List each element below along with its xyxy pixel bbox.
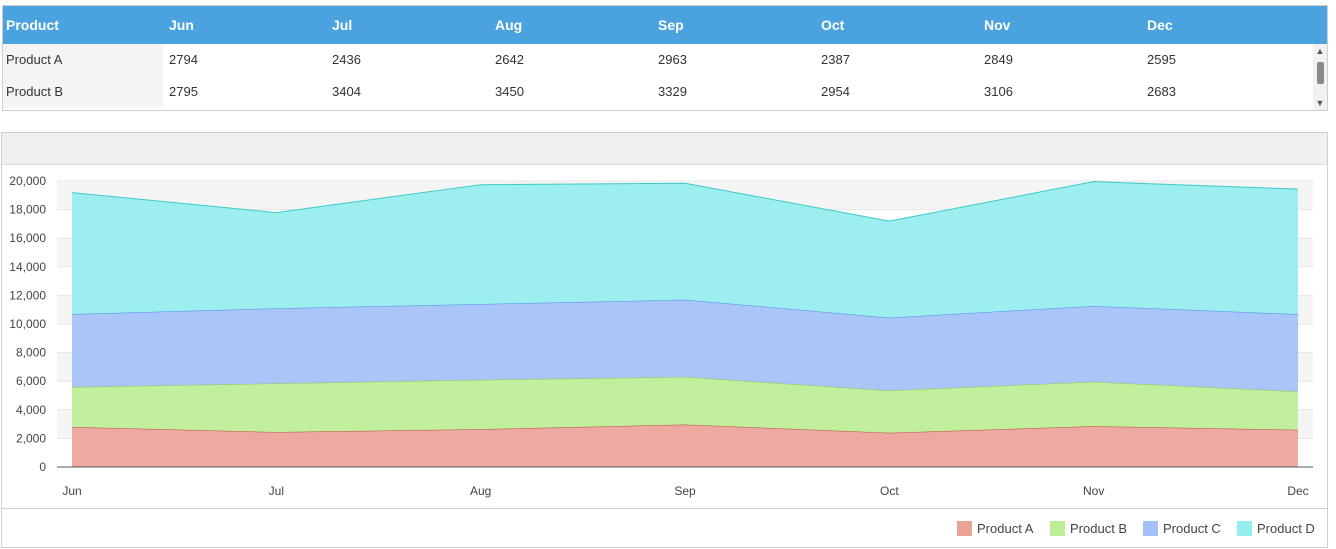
table-cell: 3450 (495, 84, 524, 99)
column-header[interactable]: Sep (658, 17, 684, 33)
table-cell: 2436 (332, 52, 361, 67)
stacked-area-chart: 0 2,000 4,000 6,000 8,000 10,000 12,000 14,000 1… (9, 174, 1313, 498)
scroll-up-icon[interactable]: ▲ (1315, 46, 1325, 56)
x-tick-label: Jul (269, 484, 284, 498)
table-cell: 2954 (821, 84, 850, 99)
table-row[interactable]: Product B 2795 3404 3450 3329 2954 3106 2683 (3, 76, 1313, 108)
legend-label: Product B (1070, 521, 1128, 536)
table-cell: 2683 (1147, 84, 1176, 99)
area-series-product-d (72, 181, 1298, 318)
grid-scrollbar[interactable]: ▲ ▼ (1313, 44, 1327, 110)
table-cell: 3106 (984, 84, 1013, 99)
y-tick-label: 2,000 (16, 431, 46, 445)
y-tick-label: 20,000 (9, 174, 46, 188)
chart-panel: 0 2,000 4,000 6,000 8,000 10,000 12,000 14,000 1… (1, 132, 1328, 548)
table-row[interactable]: Product A 2794 2436 2642 2963 2387 2849 2595 (3, 44, 1313, 76)
legend-label: Product D (1257, 521, 1315, 536)
scroll-thumb[interactable] (1317, 62, 1324, 84)
legend-label: Product A (977, 521, 1034, 536)
grid-header: Product Jun Jul Aug Sep Oct Nov Dec (3, 6, 1327, 44)
series-line (71, 181, 1299, 222)
y-tick-label: 6,000 (16, 374, 46, 388)
column-header[interactable]: Product (6, 17, 59, 33)
column-header[interactable]: Jul (332, 17, 353, 33)
area-series-product-b (72, 377, 1298, 433)
table-cell: 2795 (169, 84, 198, 99)
legend-swatch (1143, 521, 1158, 536)
y-tick-label: 12,000 (9, 288, 46, 302)
chart-legend: Product A Product B Product C Product D (2, 508, 1327, 548)
column-header[interactable]: Jun (169, 17, 194, 33)
y-tick-label: 0 (39, 460, 46, 474)
x-tick-label: Aug (470, 484, 491, 498)
legend-swatch (1237, 521, 1252, 536)
x-tick-label: Nov (1083, 484, 1104, 498)
y-tick-label: 14,000 (9, 260, 46, 274)
column-header[interactable]: Dec (1147, 17, 1173, 33)
y-tick-label: 10,000 (9, 317, 46, 331)
x-tick-label: Jun (62, 484, 81, 498)
table-cell: 2595 (1147, 52, 1176, 67)
legend-swatch (957, 521, 972, 536)
column-header[interactable]: Aug (495, 17, 523, 33)
row-label: Product B (3, 76, 163, 108)
table-cell: 3404 (332, 84, 361, 99)
row-label: Product A (3, 44, 163, 76)
x-tick-label: Dec (1287, 484, 1308, 498)
scroll-down-icon[interactable]: ▼ (1315, 98, 1325, 108)
y-tick-label: 8,000 (16, 346, 46, 360)
table-cell: 2794 (169, 52, 198, 67)
column-header[interactable]: Nov (984, 17, 1011, 33)
table-cell: 2963 (658, 52, 687, 67)
table-cell: 2642 (495, 52, 524, 67)
chart-toolbar (2, 133, 1327, 165)
legend-label: Product C (1163, 521, 1221, 536)
y-tick-label: 16,000 (9, 231, 46, 245)
y-tick-label: 4,000 (16, 403, 46, 417)
y-tick-label: 18,000 (9, 203, 46, 217)
x-tick-label: Sep (674, 484, 696, 498)
area-series-product-c (72, 299, 1298, 392)
x-tick-label: Oct (880, 484, 899, 498)
table-cell: 3329 (658, 84, 687, 99)
column-header[interactable]: Oct (821, 17, 845, 33)
table-cell: 2387 (821, 52, 850, 67)
area-series-product-a (72, 424, 1298, 467)
table-cell: 2849 (984, 52, 1013, 67)
legend-swatch (1050, 521, 1065, 536)
data-grid: Product Jun Jul Aug Sep Oct Nov Dec Product A 27… (2, 5, 1328, 111)
